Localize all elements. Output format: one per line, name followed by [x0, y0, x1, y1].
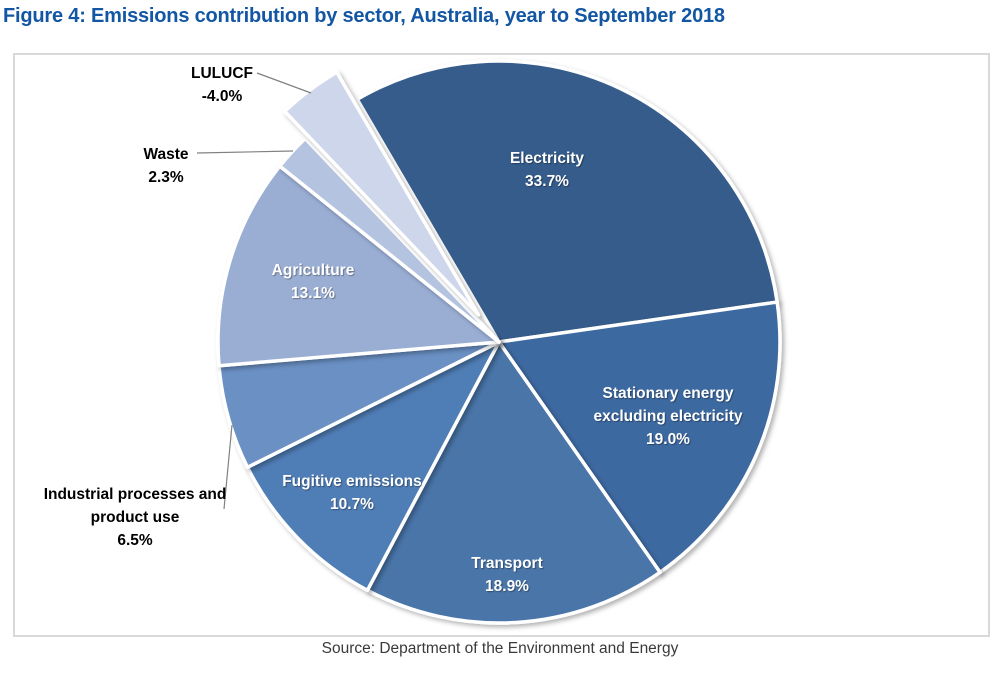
source-caption: Source: Department of the Environment an…	[321, 640, 679, 657]
pie-slices-group	[216, 59, 782, 625]
slice-label-lulucf: LULUCF -4.0%	[191, 65, 253, 105]
slice-label-agriculture: Agriculture 13.1%	[272, 262, 355, 302]
pie-slice-agriculture	[216, 164, 501, 368]
leader-line-industrial-processes-and-product-use	[223, 424, 233, 510]
slice-label-industrial-processes-and-product-use: Industrial processes and product use 6.5%	[44, 486, 227, 549]
pie-slice-lulucf	[282, 70, 481, 317]
slice-label-stationary-energy-excluding-electricity: Stationary energy excluding electricity 19…	[593, 385, 742, 448]
slice-label-fugitive-emissions: Fugitive emissions 10.7%	[282, 473, 422, 513]
label-leader-lines-group	[196, 72, 312, 510]
slice-label-waste: Waste 2.3%	[143, 146, 188, 186]
pie-slice-transport	[365, 340, 662, 625]
leader-line-waste	[196, 150, 294, 154]
pie-slice-waste	[278, 136, 501, 344]
slice-label-electricity: Electricity 33.7%	[510, 150, 584, 190]
pie-slice-fugitive-emissions	[245, 340, 501, 593]
slice-label-transport: Transport 18.9%	[471, 555, 542, 595]
leader-line-lulucf	[256, 72, 312, 94]
figure-title: Figure 4: Emissions contribution by sect…	[3, 5, 725, 27]
slice-labels-group: Electricity 33.7% Stationary energy excludi…	[44, 65, 743, 595]
pie-slice-electricity	[355, 59, 779, 344]
pie-slice-stationary-energy-excluding-electricity	[497, 300, 782, 575]
